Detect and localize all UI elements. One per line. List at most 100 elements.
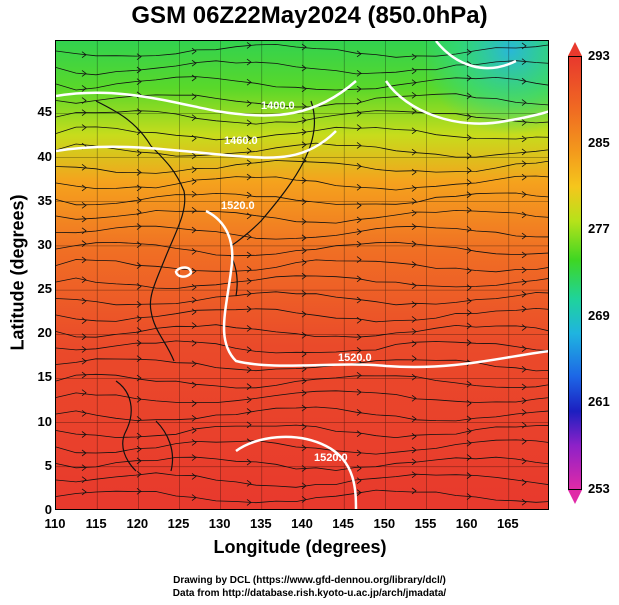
flow-arrow [136,487,142,495]
flow-arrow [466,380,472,388]
flow-arrow [466,400,472,407]
flow-arrow [466,74,472,82]
flow-arrow [246,290,252,297]
flow-arrow [191,339,197,347]
flow-arrow [191,454,197,461]
flow-arrow [466,191,472,199]
flow-arrow [301,482,307,490]
flow-arrow [246,58,252,66]
flow-arrow [246,233,252,241]
flow-arrow [466,206,472,214]
flow-arrow [191,296,197,304]
flow-arrow [246,78,252,86]
flow-arrow [411,53,417,61]
x-tick-label: 160 [455,516,478,531]
flow-arrow [301,272,307,280]
flow-arrow [246,346,252,353]
flow-arrow [356,316,362,324]
flow-arrow [301,43,307,51]
flow-arrow [521,397,527,405]
contour-label: 1460.0 [224,135,258,147]
flow-arrow [411,394,417,402]
y-tick-label: 0 [44,502,52,517]
flow-arrow [411,148,417,156]
flow-arrow [246,159,252,167]
flow-arrow [521,345,527,352]
flow-arrow [466,472,472,479]
flow-arrow [466,113,472,120]
flow-arrow [136,283,142,290]
flow-arrow [81,227,87,235]
flow-arrow [411,355,417,362]
flow-arrow [136,223,142,230]
flow-arrow [81,240,87,247]
flow-arrow [191,360,197,368]
colorbar-tick-label: 253 [588,481,610,496]
flow-arrow [356,477,362,485]
flow-arrow [356,388,362,396]
flow-arrow [411,127,417,135]
flow-arrow [81,70,87,77]
flow-arrow [356,98,362,105]
flow-arrow [136,432,142,440]
x-tick-label: 110 [44,516,66,531]
flow-arrow [136,315,142,323]
colorbar-tick-label: 261 [588,394,610,410]
flow-arrow [411,373,417,381]
flow-arrow [411,415,417,423]
flow-arrow [81,109,87,116]
colorbar-min-arrow [568,490,582,504]
flow-arrow [81,215,87,223]
flow-arrow [246,119,252,127]
flow-arrow [301,350,307,358]
flow-arrow [521,498,527,506]
flow-arrow [81,202,87,209]
flow-arrow [301,423,307,431]
flow-arrow [246,305,252,313]
flow-arrow [356,240,362,248]
credit-data: Data from http://database.rish.kyoto-u.a… [172,588,447,599]
flow-arrow [191,494,197,501]
flow-arrow [246,100,252,107]
streamline [56,259,548,273]
flow-arrow [191,114,197,122]
flow-arrow [246,277,252,285]
y-tick-label: 15 [37,369,52,385]
flow-arrow [191,166,197,173]
flow-arrow [356,430,362,437]
flow-arrow [466,225,472,233]
flow-arrow [521,421,527,429]
flow-arrow [246,42,252,49]
flow-arrow [466,297,472,305]
flow-arrow [81,184,87,192]
flow-arrow [356,372,362,379]
flow-arrow [81,333,87,341]
flow-arrow [136,339,142,347]
flow-arrow [246,421,252,429]
flow-arrow [81,488,87,496]
flow-arrow [191,426,197,434]
flow-arrow [301,389,307,397]
flow-arrow [301,310,307,318]
flow-arrow [246,135,252,142]
flow-arrow [521,135,527,143]
flow-arrow [356,110,362,117]
flow-arrow [301,218,307,225]
flow-arrow [191,207,197,214]
flow-arrow [301,103,307,110]
flow-arrow [81,256,87,264]
flow-arrow [191,47,197,55]
flow-arrow [81,85,87,92]
coastlines [95,100,316,472]
flow-arrow [521,438,527,445]
flow-arrow [136,208,142,216]
flow-arrow [301,234,307,242]
flow-arrow [411,79,417,87]
flow-arrow [191,152,197,160]
flow-arrow [411,67,417,75]
flow-arrow [411,487,417,495]
flow-arrow [466,167,472,174]
flow-arrow [521,324,527,331]
flow-arrow [81,51,87,59]
flow-arrow [356,296,362,304]
